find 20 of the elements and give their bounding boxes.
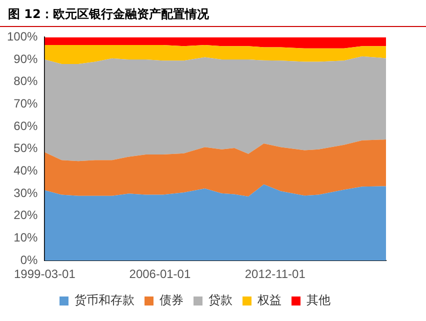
legend-label: 权益: [256, 293, 282, 308]
legend-label: 贷款: [208, 293, 232, 308]
y-tick-label: 100%: [6, 30, 38, 44]
y-tick-label: 70%: [14, 96, 38, 111]
x-tick-label: 2006-01-01: [129, 267, 191, 282]
x-tick-label: 2012-11-01: [244, 267, 306, 282]
y-tick-label: 50%: [14, 141, 38, 156]
y-tick-label: 90%: [14, 52, 38, 66]
y-tick-label: 20%: [14, 208, 38, 222]
legend-label: 其他: [306, 293, 330, 308]
y-tick-label: 30%: [14, 186, 38, 200]
x-tick-label: 1999-03-01: [14, 267, 76, 282]
chart-title: 图 12：欧元区银行金融资产配置情况: [0, 0, 426, 27]
y-tick-label: 80%: [14, 74, 38, 88]
legend-label: 债券: [160, 293, 184, 308]
y-tick-label: 40%: [14, 164, 38, 178]
y-tick-label: 10%: [14, 230, 38, 245]
y-tick-label: 60%: [14, 118, 38, 133]
legend-label: 货币和存款: [74, 293, 134, 308]
y-tick-label: 0%: [20, 252, 38, 267]
